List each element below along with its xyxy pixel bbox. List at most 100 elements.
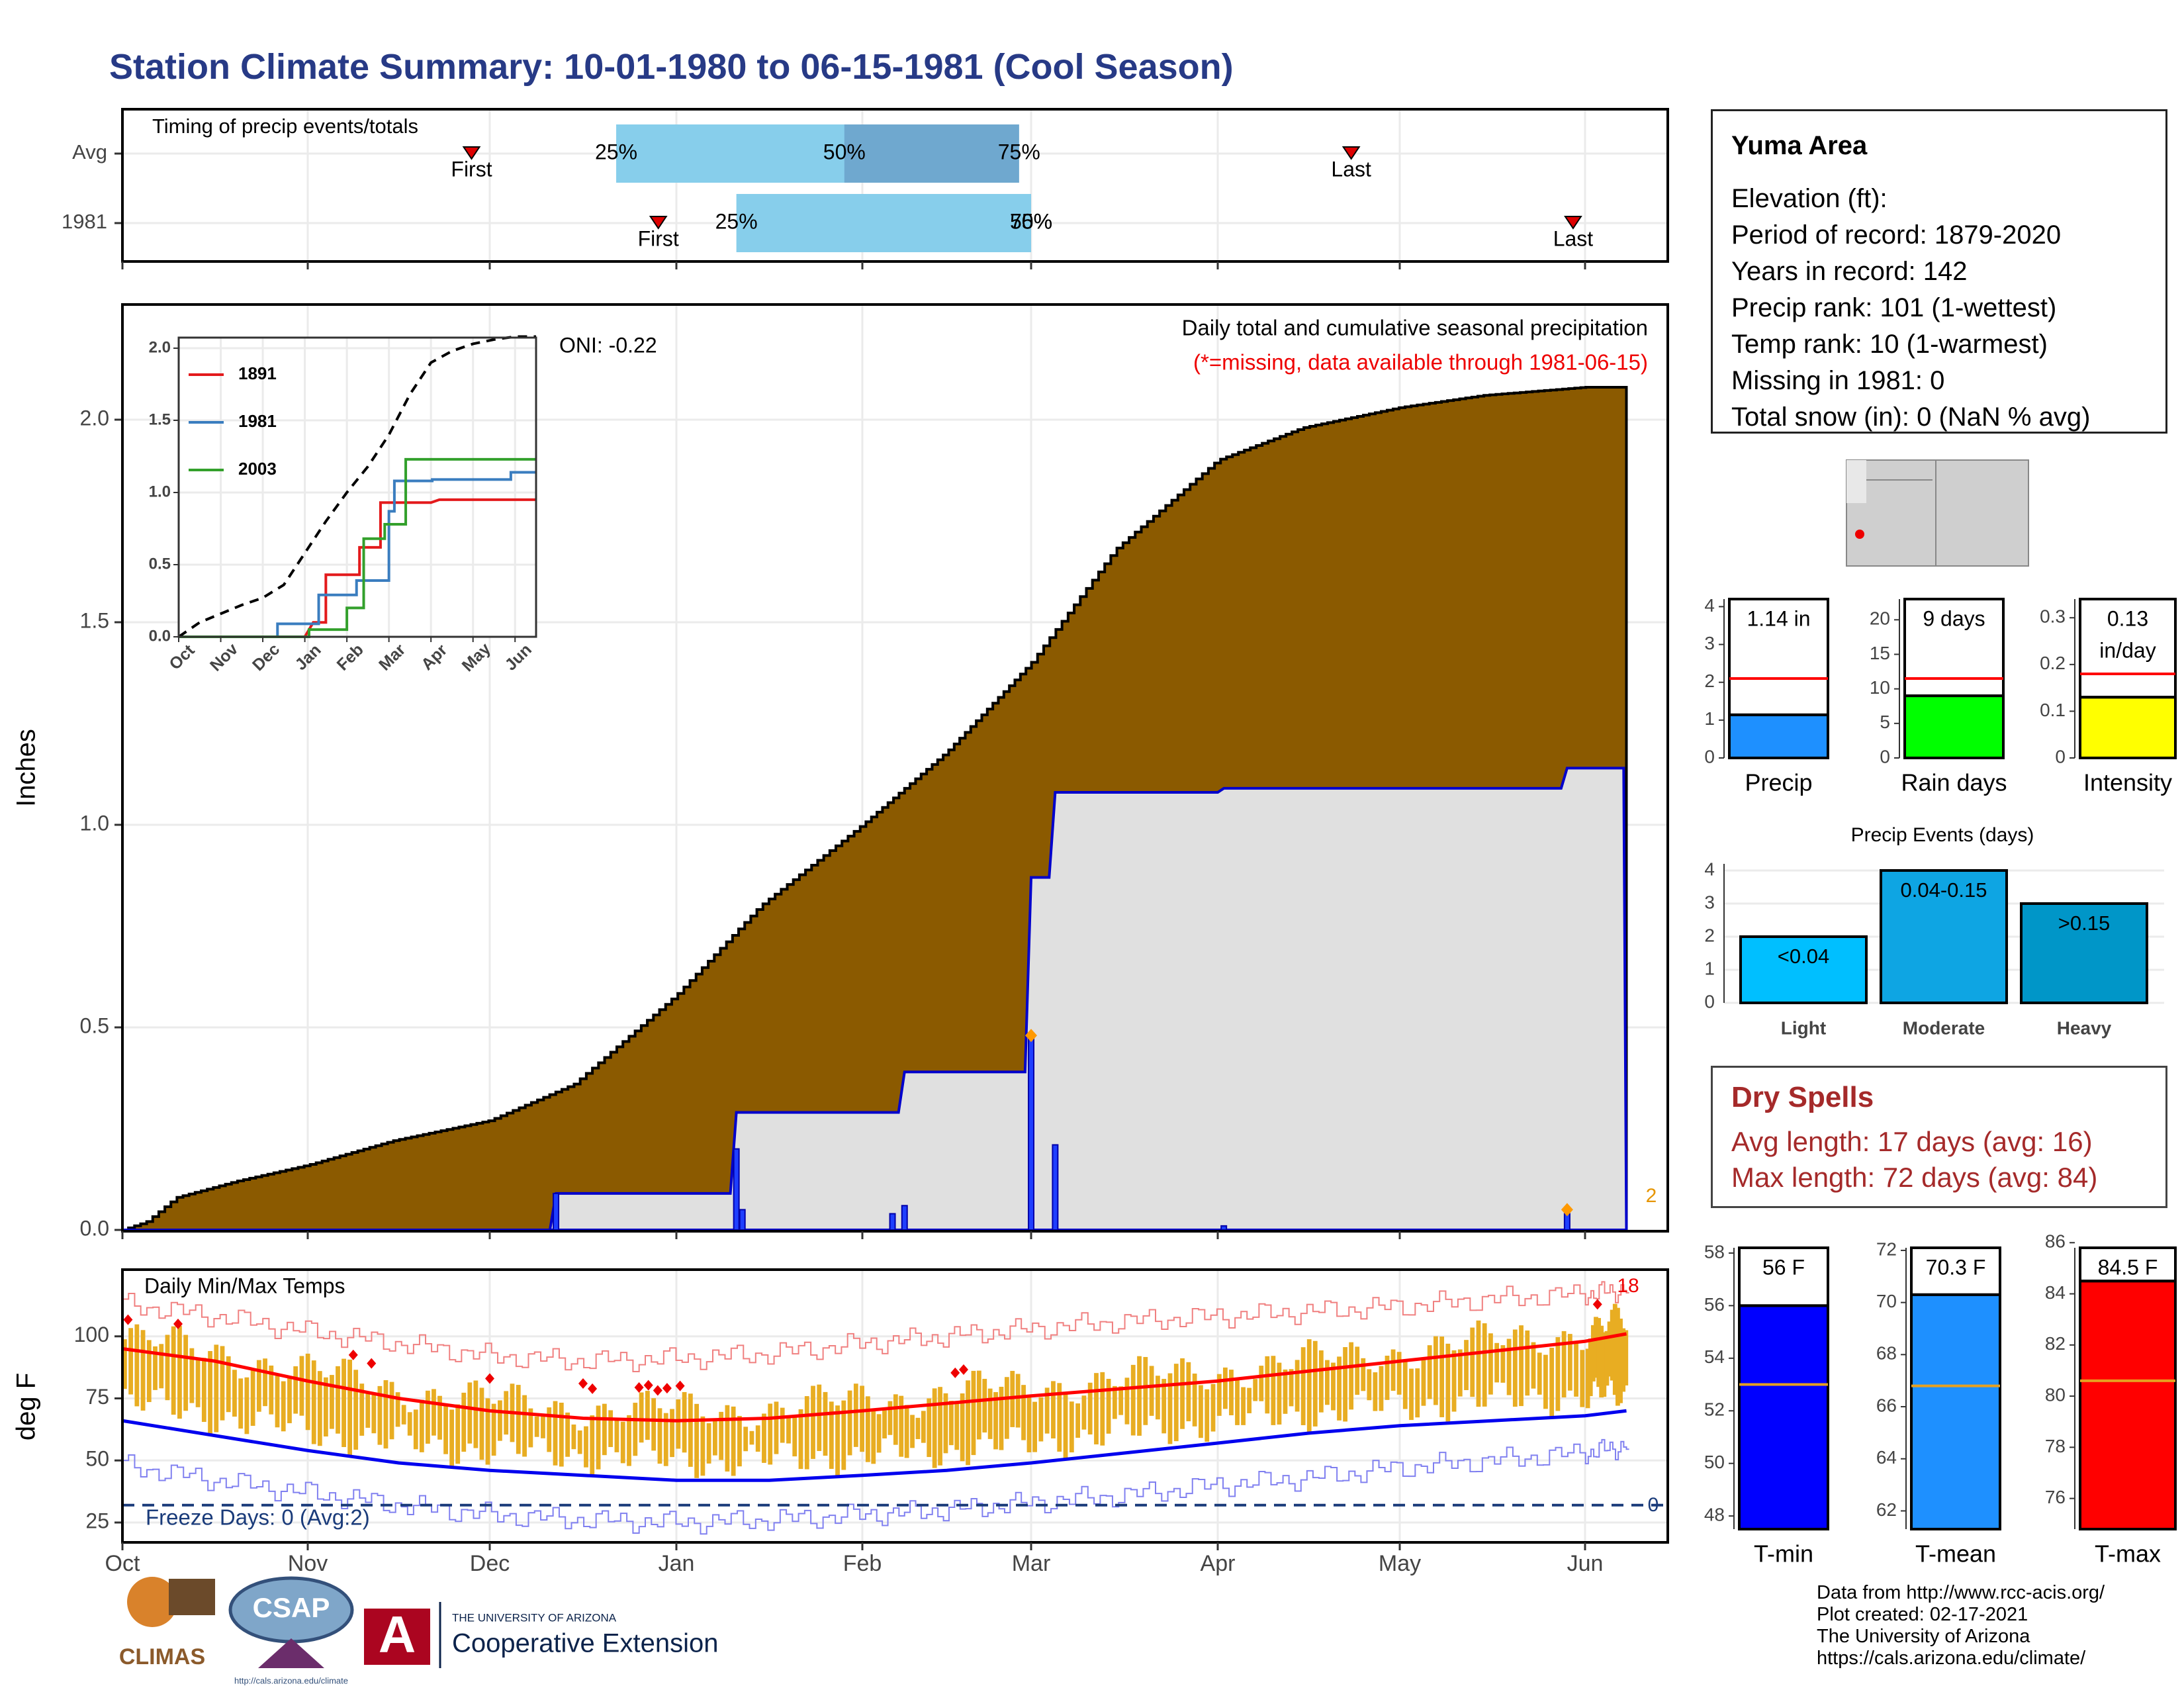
x-tick-label: Jan <box>659 1551 695 1576</box>
temp-daily-bar <box>774 1401 779 1454</box>
event-bar-heavy <box>2020 902 2148 1004</box>
small-bar-frame <box>1903 598 2005 698</box>
temp-daily-bar <box>528 1408 533 1448</box>
small-y-tick-label: 3 <box>1704 633 1715 653</box>
temp-daily-bar <box>1618 1318 1623 1403</box>
small-y-tick-label: 4 <box>1704 595 1715 616</box>
temp-daily-bar <box>976 1370 981 1440</box>
temp-daily-bar <box>694 1403 700 1478</box>
temp-daily-bar <box>146 1340 152 1403</box>
event-bar-label: 0.04-0.15 <box>1901 878 1987 902</box>
temp-daily-bar <box>238 1378 244 1429</box>
freeze-count-label: 0 <box>1648 1494 1659 1516</box>
temp-daily-bar <box>347 1359 353 1456</box>
temp-daily-bar <box>1337 1356 1342 1421</box>
temp-daily-bar <box>1026 1397 1032 1452</box>
temp-daily-bar <box>140 1330 146 1411</box>
temp-daily-bar <box>1506 1338 1512 1395</box>
temp-daily-bar <box>1057 1383 1062 1452</box>
timing-marker-first <box>462 146 481 160</box>
temp-daily-bar <box>1331 1362 1336 1411</box>
station-temp-rank: Temp rank: 10 (1-warmest) <box>1731 330 2048 359</box>
timing-label-first: First <box>638 226 679 250</box>
temp-daily-bar <box>479 1387 484 1460</box>
timing-marker-first <box>649 216 668 230</box>
dry-spells-avg: Avg length: 17 days (avg: 16) <box>1731 1126 2093 1157</box>
temp-daily-bar <box>860 1385 864 1452</box>
small-y-tick-label: 5 <box>1880 712 1890 732</box>
temp-daily-bar <box>1470 1327 1475 1397</box>
precip-subtitle: (*=missing, data available through 1981-… <box>1193 350 1648 375</box>
small-value-bar <box>1910 1293 2001 1531</box>
temp-daily-bar <box>281 1381 286 1432</box>
y-tick-label: 25 <box>85 1509 109 1532</box>
state-map <box>1846 459 2029 567</box>
temp-daily-bar <box>263 1358 267 1407</box>
temp-daily-bar <box>904 1405 909 1458</box>
temp-daily-bar <box>1621 1328 1626 1392</box>
small-y-tick-label: 2 <box>1704 671 1715 691</box>
temp-daily-bar <box>1594 1317 1598 1378</box>
temp-daily-bar <box>1549 1347 1555 1417</box>
small-category-label: Precip <box>1745 769 1812 796</box>
small-bar-frame <box>2079 598 2177 699</box>
temp-daily-bar <box>1241 1387 1246 1425</box>
temp-daily-bar <box>1253 1379 1258 1401</box>
temp-daily-bar <box>971 1370 976 1456</box>
temp-daily-bar <box>208 1350 212 1434</box>
temp-daily-bar <box>682 1391 687 1453</box>
temp-daily-bar <box>389 1382 394 1440</box>
temp-daily-bar <box>1612 1303 1617 1395</box>
temp-daily-bar <box>1451 1350 1457 1412</box>
inset-legend-label: 1981 <box>238 411 277 431</box>
temp-daily-bar <box>1156 1376 1160 1420</box>
small-y-tick-label: 15 <box>1870 643 1890 663</box>
small-value-bar <box>1728 713 1829 760</box>
temp-daily-bar <box>670 1409 674 1458</box>
temp-daily-bar <box>1100 1372 1105 1446</box>
temp-daily-bar <box>786 1415 791 1444</box>
small-y-tick-label: 58 <box>1704 1241 1725 1262</box>
temp-daily-bar <box>829 1401 834 1469</box>
small-category-label: Rain days <box>1901 769 2007 796</box>
small-y-tick-label: 80 <box>2045 1384 2066 1405</box>
temp-daily-bar <box>817 1384 822 1451</box>
event-category-label: Light <box>1781 1017 1826 1038</box>
temp-daily-bar <box>1457 1349 1463 1397</box>
temp-daily-bar <box>226 1356 231 1413</box>
temp-daily-bar <box>1531 1342 1536 1389</box>
small-y-tick-label: 0 <box>1880 746 1890 767</box>
events-title: Precip Events (days) <box>1851 824 2034 846</box>
temp-record-marker <box>950 1367 960 1378</box>
temp-daily-bar <box>1476 1320 1481 1407</box>
station-period: Period of record: 1879-2020 <box>1731 220 2062 250</box>
temp-daily-bar <box>651 1398 657 1451</box>
small-y-tick-label: 66 <box>1876 1395 1897 1415</box>
temp-daily-bar <box>1277 1362 1282 1425</box>
precip-y-axis-title: Inches <box>12 729 41 807</box>
temp-daily-bar <box>762 1413 766 1463</box>
temp-daily-bar <box>1488 1333 1493 1395</box>
temp-daily-bar <box>1604 1331 1610 1386</box>
temp-daily-bar <box>195 1357 201 1407</box>
small-value-bar <box>1903 694 2005 759</box>
temp-record-marker <box>662 1383 672 1394</box>
temp-daily-bar <box>899 1395 904 1457</box>
timing-label-50: 50% <box>823 140 866 164</box>
small-y-tick-label: 20 <box>1870 608 1890 629</box>
temp-daily-bar <box>731 1406 736 1476</box>
x-tick-label: Dec <box>470 1551 510 1576</box>
daily-precip-bar <box>901 1205 908 1231</box>
temp-daily-bar <box>317 1371 322 1446</box>
small-y-tick-label: 48 <box>1704 1505 1725 1525</box>
temp-daily-bar <box>1094 1373 1099 1444</box>
temp-daily-bar <box>1075 1403 1081 1438</box>
credits-university: The University of Arizona <box>1817 1626 2030 1647</box>
temp-daily-bar <box>1500 1345 1506 1383</box>
small-y-tick-label: 62 <box>1876 1499 1897 1520</box>
temp-daily-bar <box>1385 1355 1390 1400</box>
temp-daily-bar <box>1402 1360 1408 1409</box>
temp-daily-bar <box>798 1409 803 1470</box>
station-name: Yuma Area <box>1731 131 1868 160</box>
temp-daily-bar <box>639 1392 644 1443</box>
